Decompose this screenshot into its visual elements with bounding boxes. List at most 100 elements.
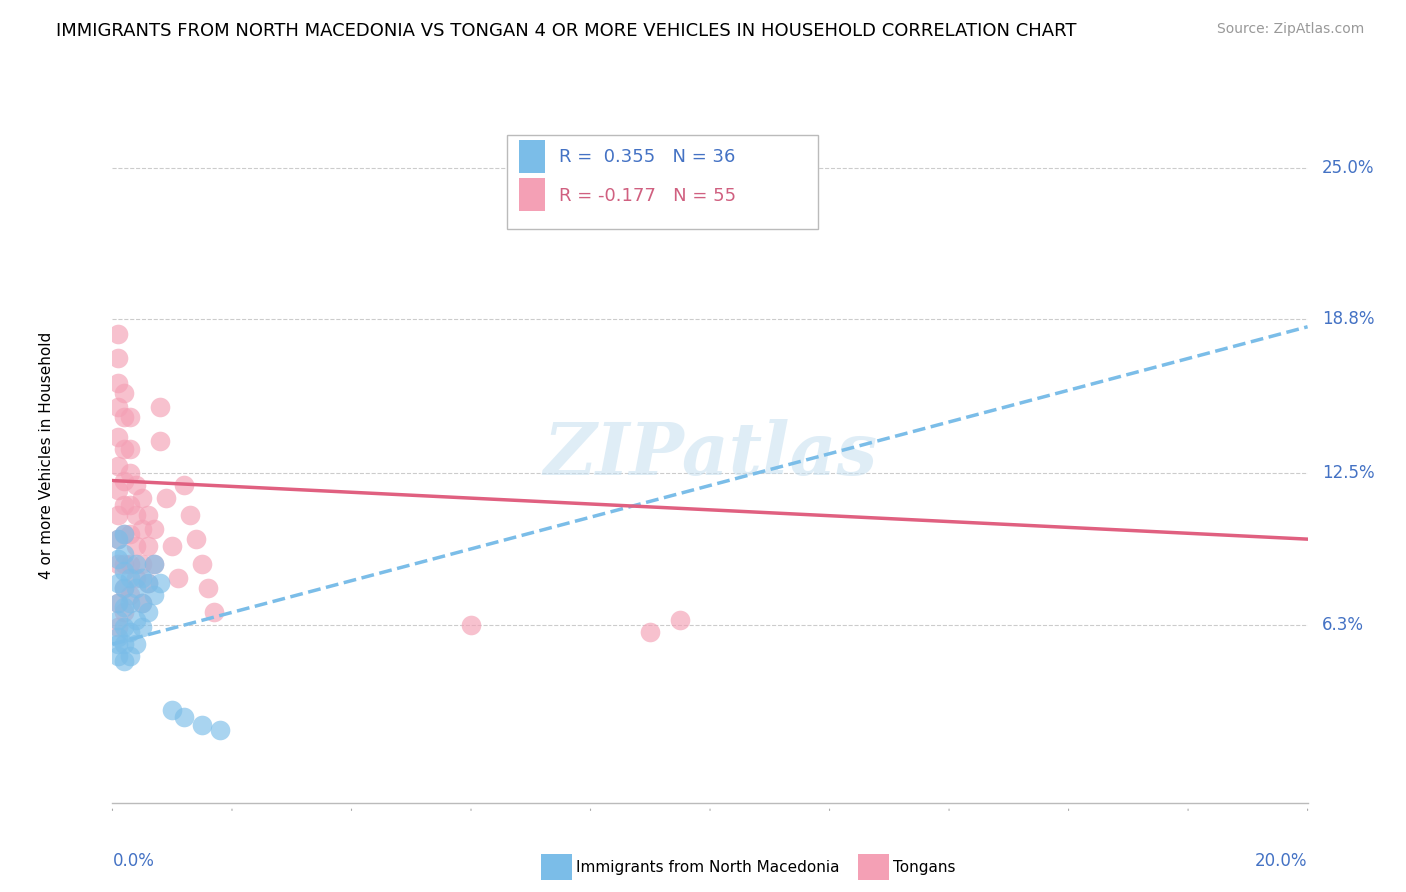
Text: 25.0%: 25.0% [1322, 159, 1375, 178]
Point [114, 557, 135, 571]
Point [143, 522, 166, 536]
Text: 6.3%: 6.3% [1322, 615, 1364, 633]
Point [143, 588, 166, 602]
Point [179, 508, 201, 522]
Text: 18.8%: 18.8% [1322, 310, 1375, 328]
Text: 20.0%: 20.0% [1256, 852, 1308, 870]
Bar [519, 140, 546, 173]
Point [162, 540, 183, 554]
Point [149, 401, 172, 415]
Point [460, 617, 482, 632]
Text: R =  0.355   N = 36: R = 0.355 N = 36 [560, 148, 735, 166]
Point [186, 532, 208, 546]
Point [162, 703, 183, 717]
Text: R = -0.177   N = 55: R = -0.177 N = 55 [560, 187, 737, 205]
Point [114, 498, 135, 512]
Point [107, 483, 129, 498]
Text: ZIPatlas: ZIPatlas [543, 419, 877, 491]
Point [107, 596, 129, 610]
Point [131, 557, 153, 571]
Point [208, 723, 231, 737]
Point [149, 576, 172, 591]
Point [143, 557, 166, 571]
Point [131, 620, 153, 634]
Point [120, 467, 142, 481]
Point [114, 442, 135, 456]
Text: 4 or more Vehicles in Household: 4 or more Vehicles in Household [39, 331, 55, 579]
Point [143, 557, 166, 571]
Point [173, 478, 195, 492]
Point [125, 571, 148, 585]
Point [107, 532, 129, 546]
Point [114, 474, 135, 488]
Point [107, 458, 129, 473]
Point [120, 410, 142, 425]
Point [120, 624, 142, 639]
Point [138, 576, 160, 591]
Text: Tongans: Tongans [893, 860, 955, 874]
Point [107, 508, 129, 522]
Point [120, 596, 142, 610]
Point [669, 613, 692, 627]
Point [131, 491, 153, 505]
Point [107, 630, 129, 644]
Point [114, 606, 135, 620]
Point [138, 540, 160, 554]
Point [107, 351, 129, 366]
Point [107, 637, 129, 651]
Point [107, 596, 129, 610]
Point [125, 478, 148, 492]
Point [173, 710, 195, 724]
Point [120, 442, 142, 456]
Point [114, 527, 135, 541]
Point [191, 717, 214, 731]
Point [138, 508, 160, 522]
Point [138, 606, 160, 620]
Point [107, 429, 129, 443]
Point [138, 576, 160, 591]
Point [114, 385, 135, 400]
Point [120, 649, 142, 664]
Point [107, 551, 129, 566]
Point [125, 508, 148, 522]
Point [107, 401, 129, 415]
Point [167, 571, 190, 585]
Point [131, 596, 153, 610]
Point [191, 557, 214, 571]
Point [125, 613, 148, 627]
Point [114, 654, 135, 668]
Point [107, 376, 129, 390]
FancyBboxPatch shape [508, 135, 818, 229]
Point [114, 581, 135, 595]
Point [120, 557, 142, 571]
Point [114, 564, 135, 578]
Bar [519, 178, 546, 211]
Point [114, 547, 135, 561]
Point [131, 522, 153, 536]
Point [107, 649, 129, 664]
Point [125, 540, 148, 554]
Point [131, 596, 153, 610]
Point [114, 620, 135, 634]
Point [114, 527, 135, 541]
Point [202, 606, 225, 620]
Point [107, 620, 129, 634]
Point [107, 576, 129, 591]
Point [107, 557, 129, 571]
Text: Source: ZipAtlas.com: Source: ZipAtlas.com [1216, 22, 1364, 37]
Point [107, 613, 129, 627]
Point [107, 532, 129, 546]
Point [114, 581, 135, 595]
Point [120, 527, 142, 541]
Point [120, 588, 142, 602]
Point [107, 327, 129, 342]
Point [114, 637, 135, 651]
Point [125, 637, 148, 651]
Point [114, 410, 135, 425]
Point [155, 491, 177, 505]
Point [149, 434, 172, 449]
Text: 12.5%: 12.5% [1322, 464, 1375, 483]
Point [120, 498, 142, 512]
Text: 0.0%: 0.0% [112, 852, 155, 870]
Point [638, 624, 662, 639]
